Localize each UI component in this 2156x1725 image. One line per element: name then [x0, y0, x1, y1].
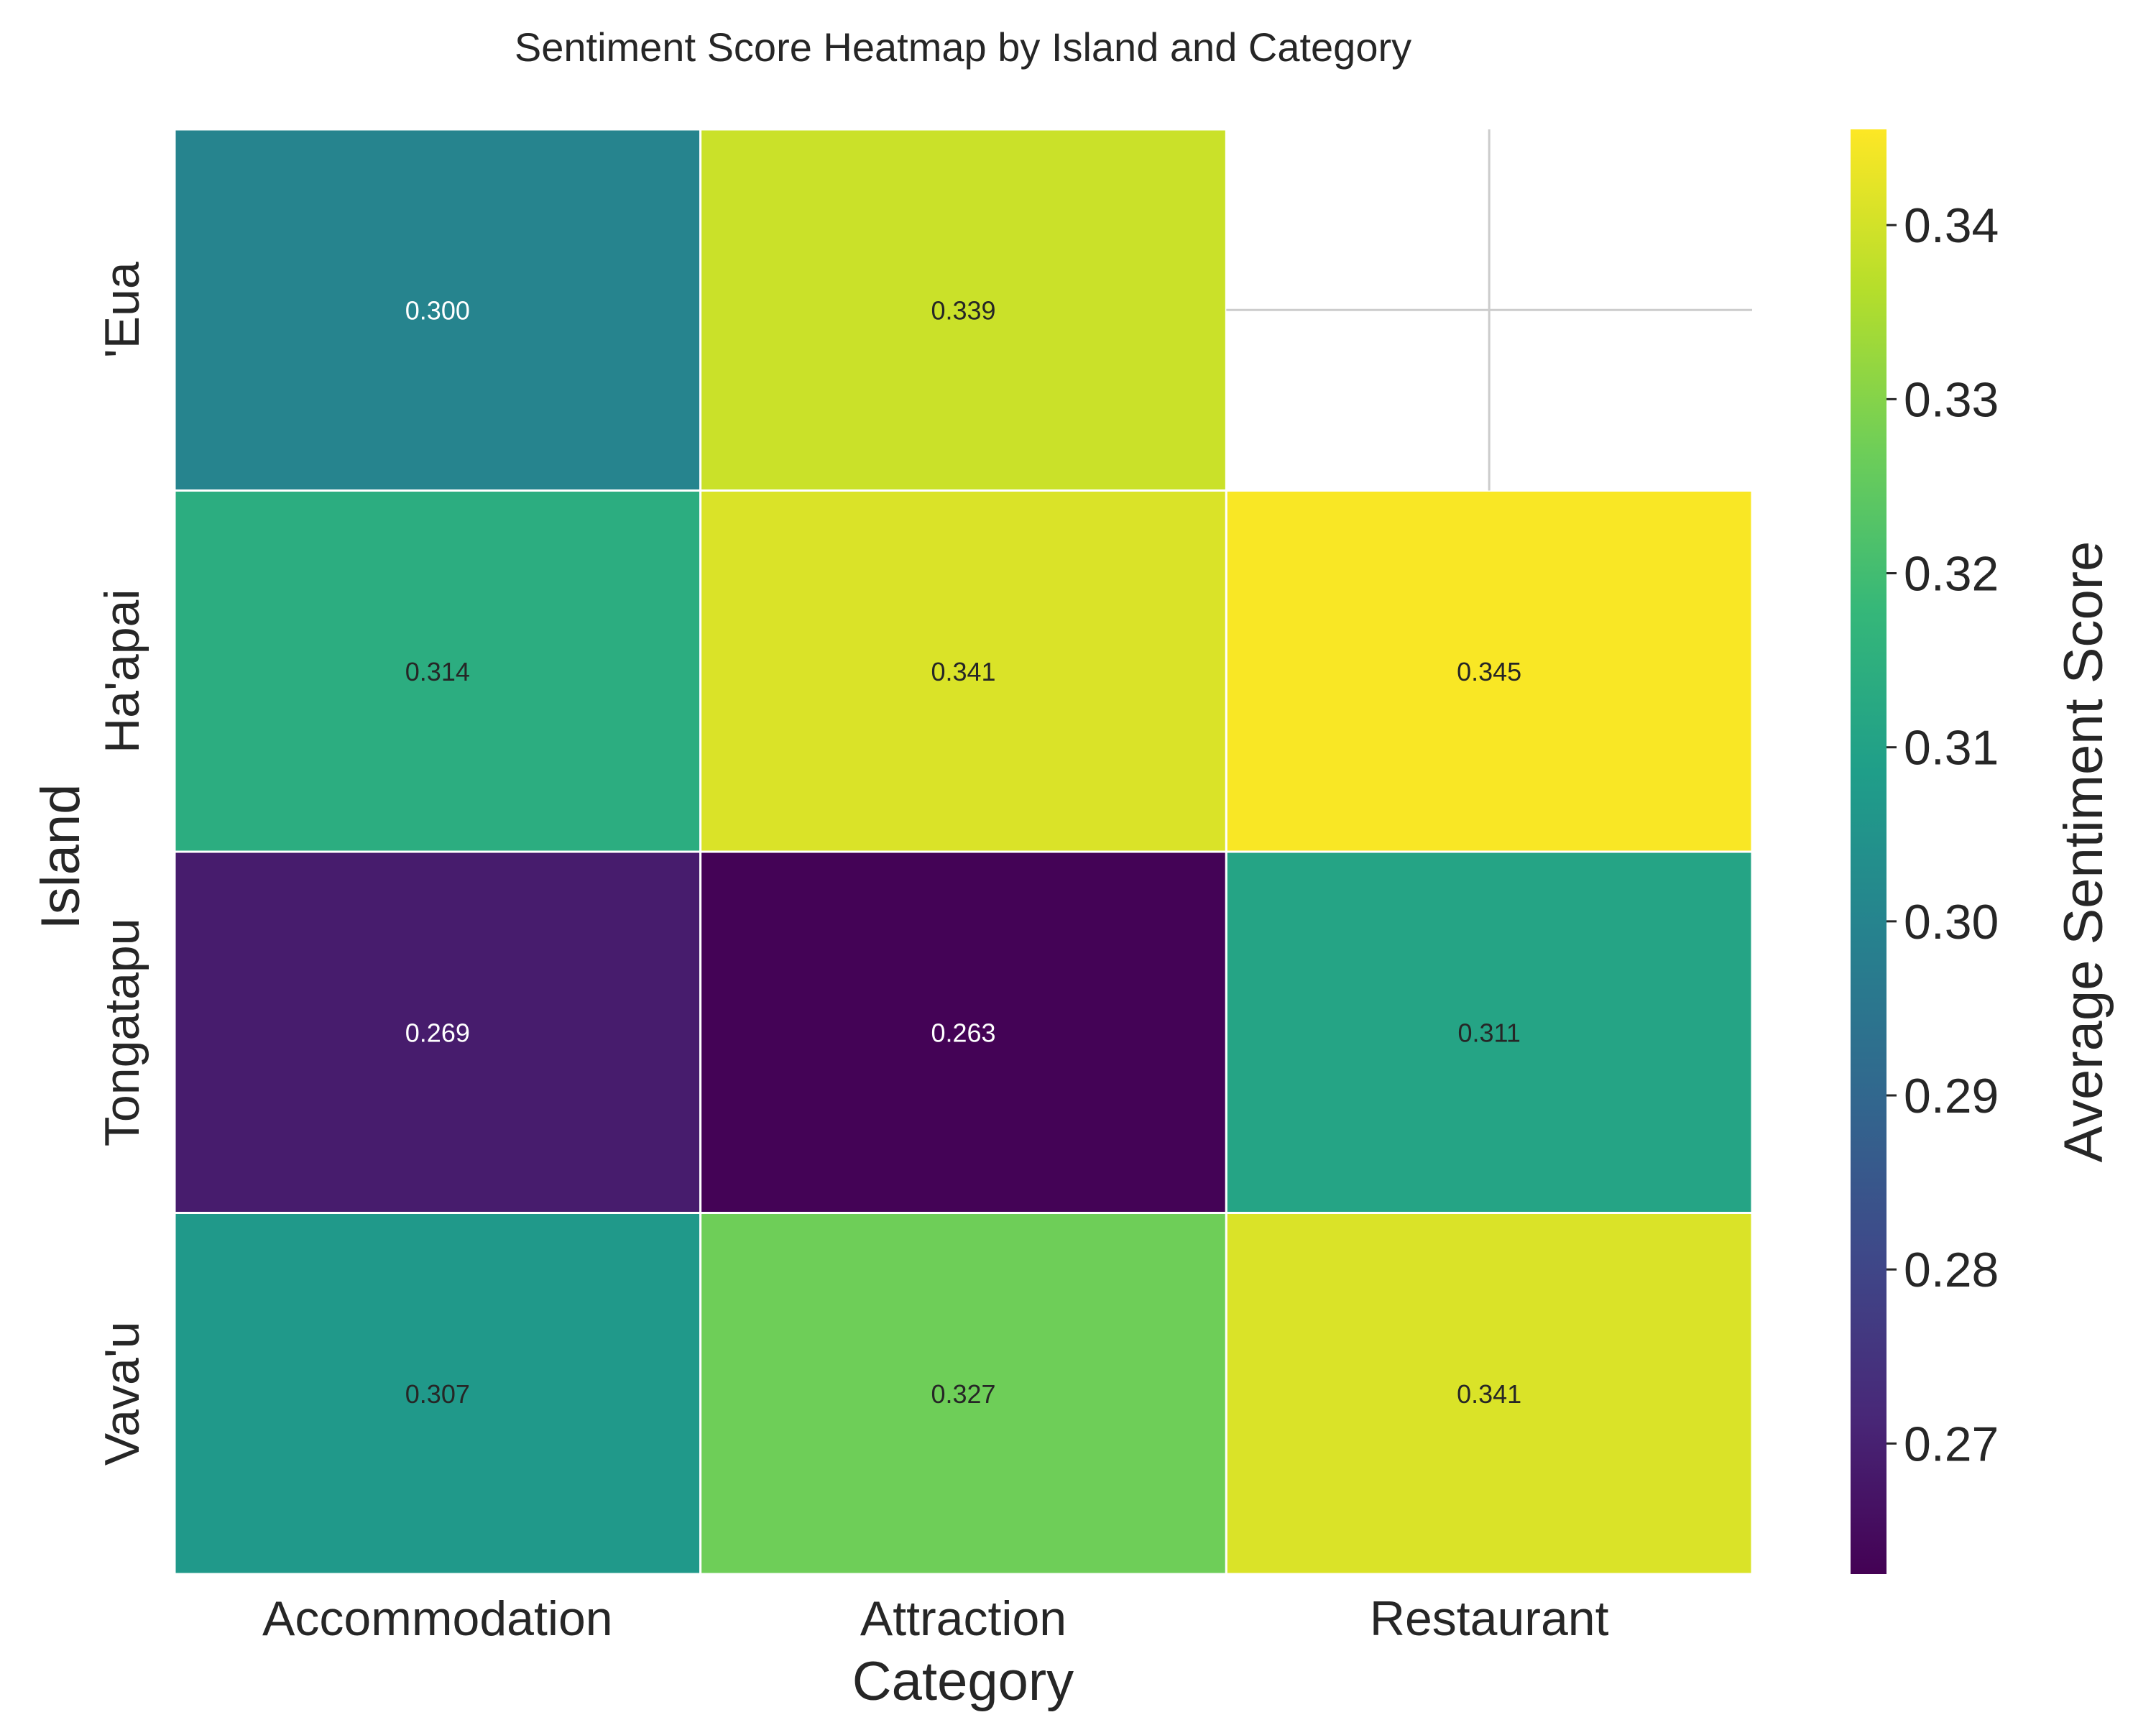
x-tick-labels: Accommodation Attraction Restaurant	[262, 1591, 1609, 1646]
heatmap-cell	[173, 489, 702, 853]
colorbar-tick-label: 0.28	[1904, 1243, 1999, 1297]
cell-value-label: 0.341	[1457, 1379, 1521, 1409]
heatmap-cell	[1225, 850, 1754, 1214]
heatmap-cell	[699, 489, 1227, 853]
heatmap-cell	[173, 128, 702, 492]
x-tick-label: Attraction	[860, 1591, 1067, 1646]
heatmap-cell	[1225, 489, 1754, 853]
colorbar	[1851, 129, 1886, 1574]
cell-value-label: 0.307	[405, 1379, 470, 1409]
colorbar-tick-label: 0.31	[1904, 721, 1999, 776]
cell-value-label: 0.300	[405, 295, 470, 325]
cell-value-label: 0.345	[1457, 657, 1521, 686]
y-tick-label: 'Eua	[95, 262, 149, 358]
colorbar-tick-label: 0.30	[1904, 895, 1999, 949]
y-axis-label: Island	[30, 784, 91, 930]
colorbar-tick-label: 0.27	[1904, 1417, 1999, 1471]
heatmap-cell	[699, 850, 1227, 1214]
cell-value-label: 0.311	[1457, 1018, 1520, 1047]
cell-value-label: 0.269	[405, 1018, 470, 1047]
heatmap-cell	[699, 1212, 1227, 1576]
x-tick-label: Accommodation	[262, 1591, 613, 1646]
colorbar-tick-label: 0.34	[1904, 198, 1999, 253]
colorbar-tick-label: 0.32	[1904, 547, 1999, 602]
colorbar-tick-label: 0.29	[1904, 1069, 1999, 1123]
cell-value-label: 0.341	[931, 657, 995, 686]
x-tick-label: Restaurant	[1370, 1591, 1609, 1646]
y-tick-label: Vava'u	[95, 1321, 149, 1466]
colorbar-label: Average Sentiment Score	[2053, 541, 2114, 1163]
cell-value-label: 0.327	[931, 1379, 995, 1409]
heatmap-cell	[173, 1212, 702, 1576]
cell-value-label: 0.339	[931, 295, 995, 325]
y-tick-label: Ha'apai	[95, 589, 149, 753]
chart-title: Sentiment Score Heatmap by Island and Ca…	[515, 24, 1411, 70]
cell-value-label: 0.263	[931, 1018, 995, 1047]
y-tick-labels: 'Eua Ha'apai Tongatapu Vava'u	[95, 262, 149, 1466]
y-tick-label: Tongatapu	[95, 918, 149, 1146]
heatmap-cell	[699, 128, 1227, 492]
missing-cell	[1226, 129, 1752, 491]
heatmap-cell	[173, 850, 702, 1214]
x-axis-label: Category	[852, 1651, 1074, 1712]
heatmap-cells	[173, 128, 1754, 1576]
colorbar-tick-label: 0.33	[1904, 372, 1999, 427]
cell-value-label: 0.314	[405, 657, 470, 686]
heatmap-cell	[1225, 1212, 1754, 1576]
colorbar-ticks: 0.27 0.28 0.29 0.30 0.31 0.32 0.33 0.34	[1886, 198, 1999, 1471]
cell-value-labels: 0.300 0.339 0.314 0.341 0.345 0.269 0.263 0.311…	[405, 295, 1521, 1409]
